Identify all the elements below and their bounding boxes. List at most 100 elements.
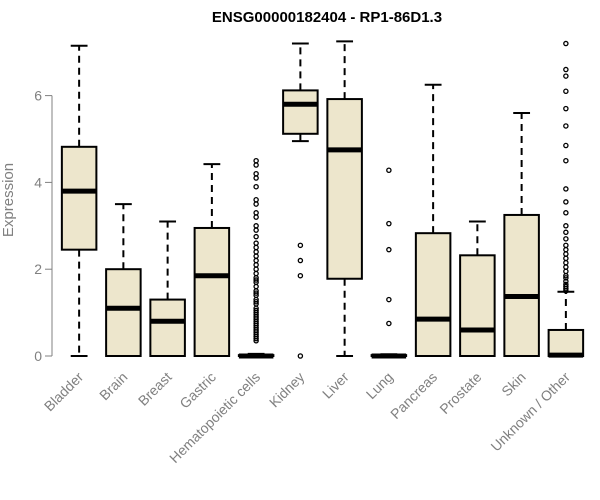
outlier-point bbox=[563, 268, 569, 275]
outlier-point bbox=[563, 285, 569, 292]
outlier-point bbox=[253, 335, 259, 342]
iqr-box bbox=[105, 268, 142, 358]
outlier-point bbox=[297, 353, 304, 359]
outlier-point bbox=[253, 249, 259, 255]
outlier-point bbox=[563, 199, 569, 205]
outlier-point bbox=[297, 272, 304, 279]
outlier-point bbox=[297, 242, 304, 249]
iqr-box bbox=[282, 89, 319, 135]
box-kidney bbox=[282, 42, 319, 359]
outlier-point bbox=[253, 253, 259, 259]
box-hematopoietic-cells bbox=[237, 157, 275, 359]
box-unknown-other bbox=[547, 40, 585, 358]
box-liver bbox=[326, 40, 363, 357]
outlier-point bbox=[253, 270, 259, 277]
outlier-point bbox=[253, 257, 259, 264]
outlier-point bbox=[253, 214, 259, 220]
x-tick-label: Kidney bbox=[266, 369, 308, 411]
x-tick-label: Gastric bbox=[176, 369, 219, 412]
y-tick-label: 6 bbox=[34, 88, 42, 104]
box-skin bbox=[503, 111, 540, 357]
outlier-point bbox=[297, 257, 304, 264]
outlier-point bbox=[563, 73, 569, 79]
x-tick-label: Prostate bbox=[436, 369, 484, 417]
iqr-box bbox=[547, 328, 585, 357]
box-lung bbox=[370, 167, 408, 359]
outlier-point bbox=[253, 170, 259, 177]
outlier-point bbox=[563, 229, 569, 236]
outlier-point bbox=[563, 242, 569, 249]
y-tick-label: 4 bbox=[34, 174, 42, 190]
outlier-point bbox=[253, 338, 259, 344]
outlier-point bbox=[563, 251, 569, 257]
outlier-point bbox=[253, 283, 259, 290]
outlier-point bbox=[253, 266, 259, 272]
outlier-point bbox=[253, 227, 259, 233]
iqr-box bbox=[193, 226, 231, 357]
outlier-point bbox=[563, 288, 569, 294]
iqr-box bbox=[503, 213, 540, 357]
x-tick-label: Unknown / Other bbox=[487, 369, 573, 455]
box-bladder bbox=[60, 44, 98, 357]
outlier-point bbox=[563, 246, 569, 253]
outlier-point bbox=[253, 175, 259, 181]
outlier-point bbox=[563, 88, 569, 95]
plot-area bbox=[60, 40, 585, 359]
outlier-point bbox=[253, 157, 259, 164]
outlier-point bbox=[563, 259, 569, 266]
outlier-point bbox=[563, 157, 569, 164]
outlier-point bbox=[253, 210, 259, 216]
outlier-point bbox=[563, 255, 569, 262]
iqr-box bbox=[326, 98, 363, 280]
outlier-point bbox=[253, 183, 259, 190]
iqr-box bbox=[60, 145, 98, 251]
outlier-point bbox=[563, 278, 569, 285]
outlier-point bbox=[386, 167, 392, 173]
x-tick-label: Bladder bbox=[41, 369, 87, 415]
outlier-point bbox=[563, 210, 569, 216]
outlier-point bbox=[563, 186, 569, 192]
outlier-point bbox=[563, 223, 569, 229]
outlier-point bbox=[563, 66, 569, 73]
outlier-point bbox=[386, 296, 392, 303]
outlier-point bbox=[563, 236, 569, 242]
outlier-point bbox=[563, 264, 569, 270]
outlier-point bbox=[386, 246, 392, 253]
outlier-point bbox=[386, 320, 392, 327]
outlier-point bbox=[253, 223, 259, 229]
outlier-point bbox=[386, 220, 392, 227]
x-tick-label: Lung bbox=[363, 369, 396, 402]
x-tick-label: Brain bbox=[96, 369, 130, 403]
outlier-point bbox=[563, 142, 569, 149]
outlier-point bbox=[563, 123, 569, 129]
x-tick-label: Liver bbox=[319, 369, 352, 402]
x-tick-label: Pancreas bbox=[387, 369, 440, 422]
outlier-point bbox=[253, 262, 259, 268]
outlier-point bbox=[563, 40, 569, 47]
iqr-box bbox=[459, 254, 496, 357]
x-tick-label: Breast bbox=[135, 369, 175, 409]
outlier-point bbox=[253, 240, 259, 246]
iqr-box bbox=[149, 298, 186, 357]
outlier-point bbox=[253, 298, 259, 305]
y-axis-label: Expression bbox=[0, 163, 17, 237]
outlier-point bbox=[253, 197, 259, 203]
outlier-point bbox=[563, 105, 569, 112]
box-prostate bbox=[459, 220, 496, 357]
iqr-box bbox=[414, 232, 452, 357]
outlier-point bbox=[253, 244, 259, 251]
chart-title: ENSG00000182404 - RP1-86D1.3 bbox=[212, 9, 442, 26]
x-tick-label: Skin bbox=[498, 369, 529, 400]
outlier-point bbox=[253, 277, 259, 283]
outlier-point bbox=[253, 201, 259, 207]
y-tick-label: 0 bbox=[34, 348, 42, 364]
box-breast bbox=[149, 220, 186, 357]
outlier-point bbox=[563, 275, 569, 281]
outlier-point bbox=[253, 233, 259, 240]
y-tick-label: 2 bbox=[34, 261, 42, 277]
box-pancreas bbox=[414, 83, 452, 357]
box-brain bbox=[105, 203, 142, 358]
y-axis: 0 2 4 6 bbox=[34, 88, 53, 364]
